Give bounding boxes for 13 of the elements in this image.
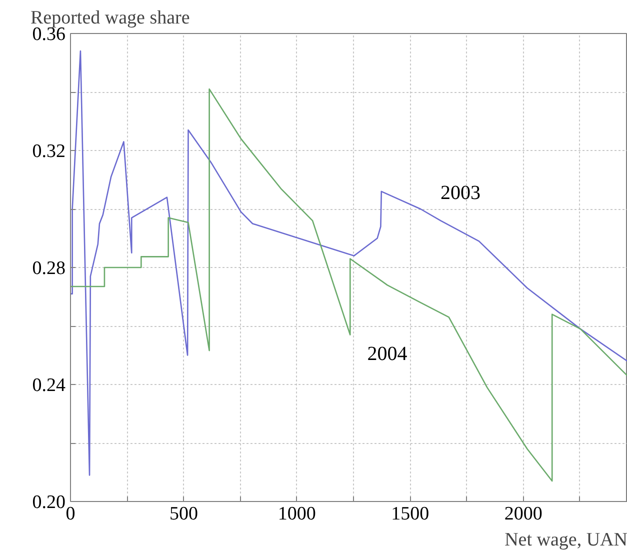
series-label: 2003 <box>440 182 481 204</box>
x-tick-label: 1500 <box>391 504 430 524</box>
x-tick-label: 1000 <box>278 504 316 524</box>
y-tick-label: 0.24 <box>32 375 66 396</box>
y-axis-title: Reported wage share <box>30 8 190 28</box>
y-tick-label: 0.32 <box>32 141 66 162</box>
x-tick-label: 2000 <box>504 504 542 524</box>
x-tick-label: 500 <box>169 504 198 524</box>
x-tick-label: 0 <box>66 504 76 524</box>
y-tick-label: 0.20 <box>32 492 66 513</box>
y-tick-label: 0.28 <box>32 258 66 279</box>
series-label: 2004 <box>367 343 408 366</box>
x-axis-title: Net wage, UAN <box>504 530 627 550</box>
